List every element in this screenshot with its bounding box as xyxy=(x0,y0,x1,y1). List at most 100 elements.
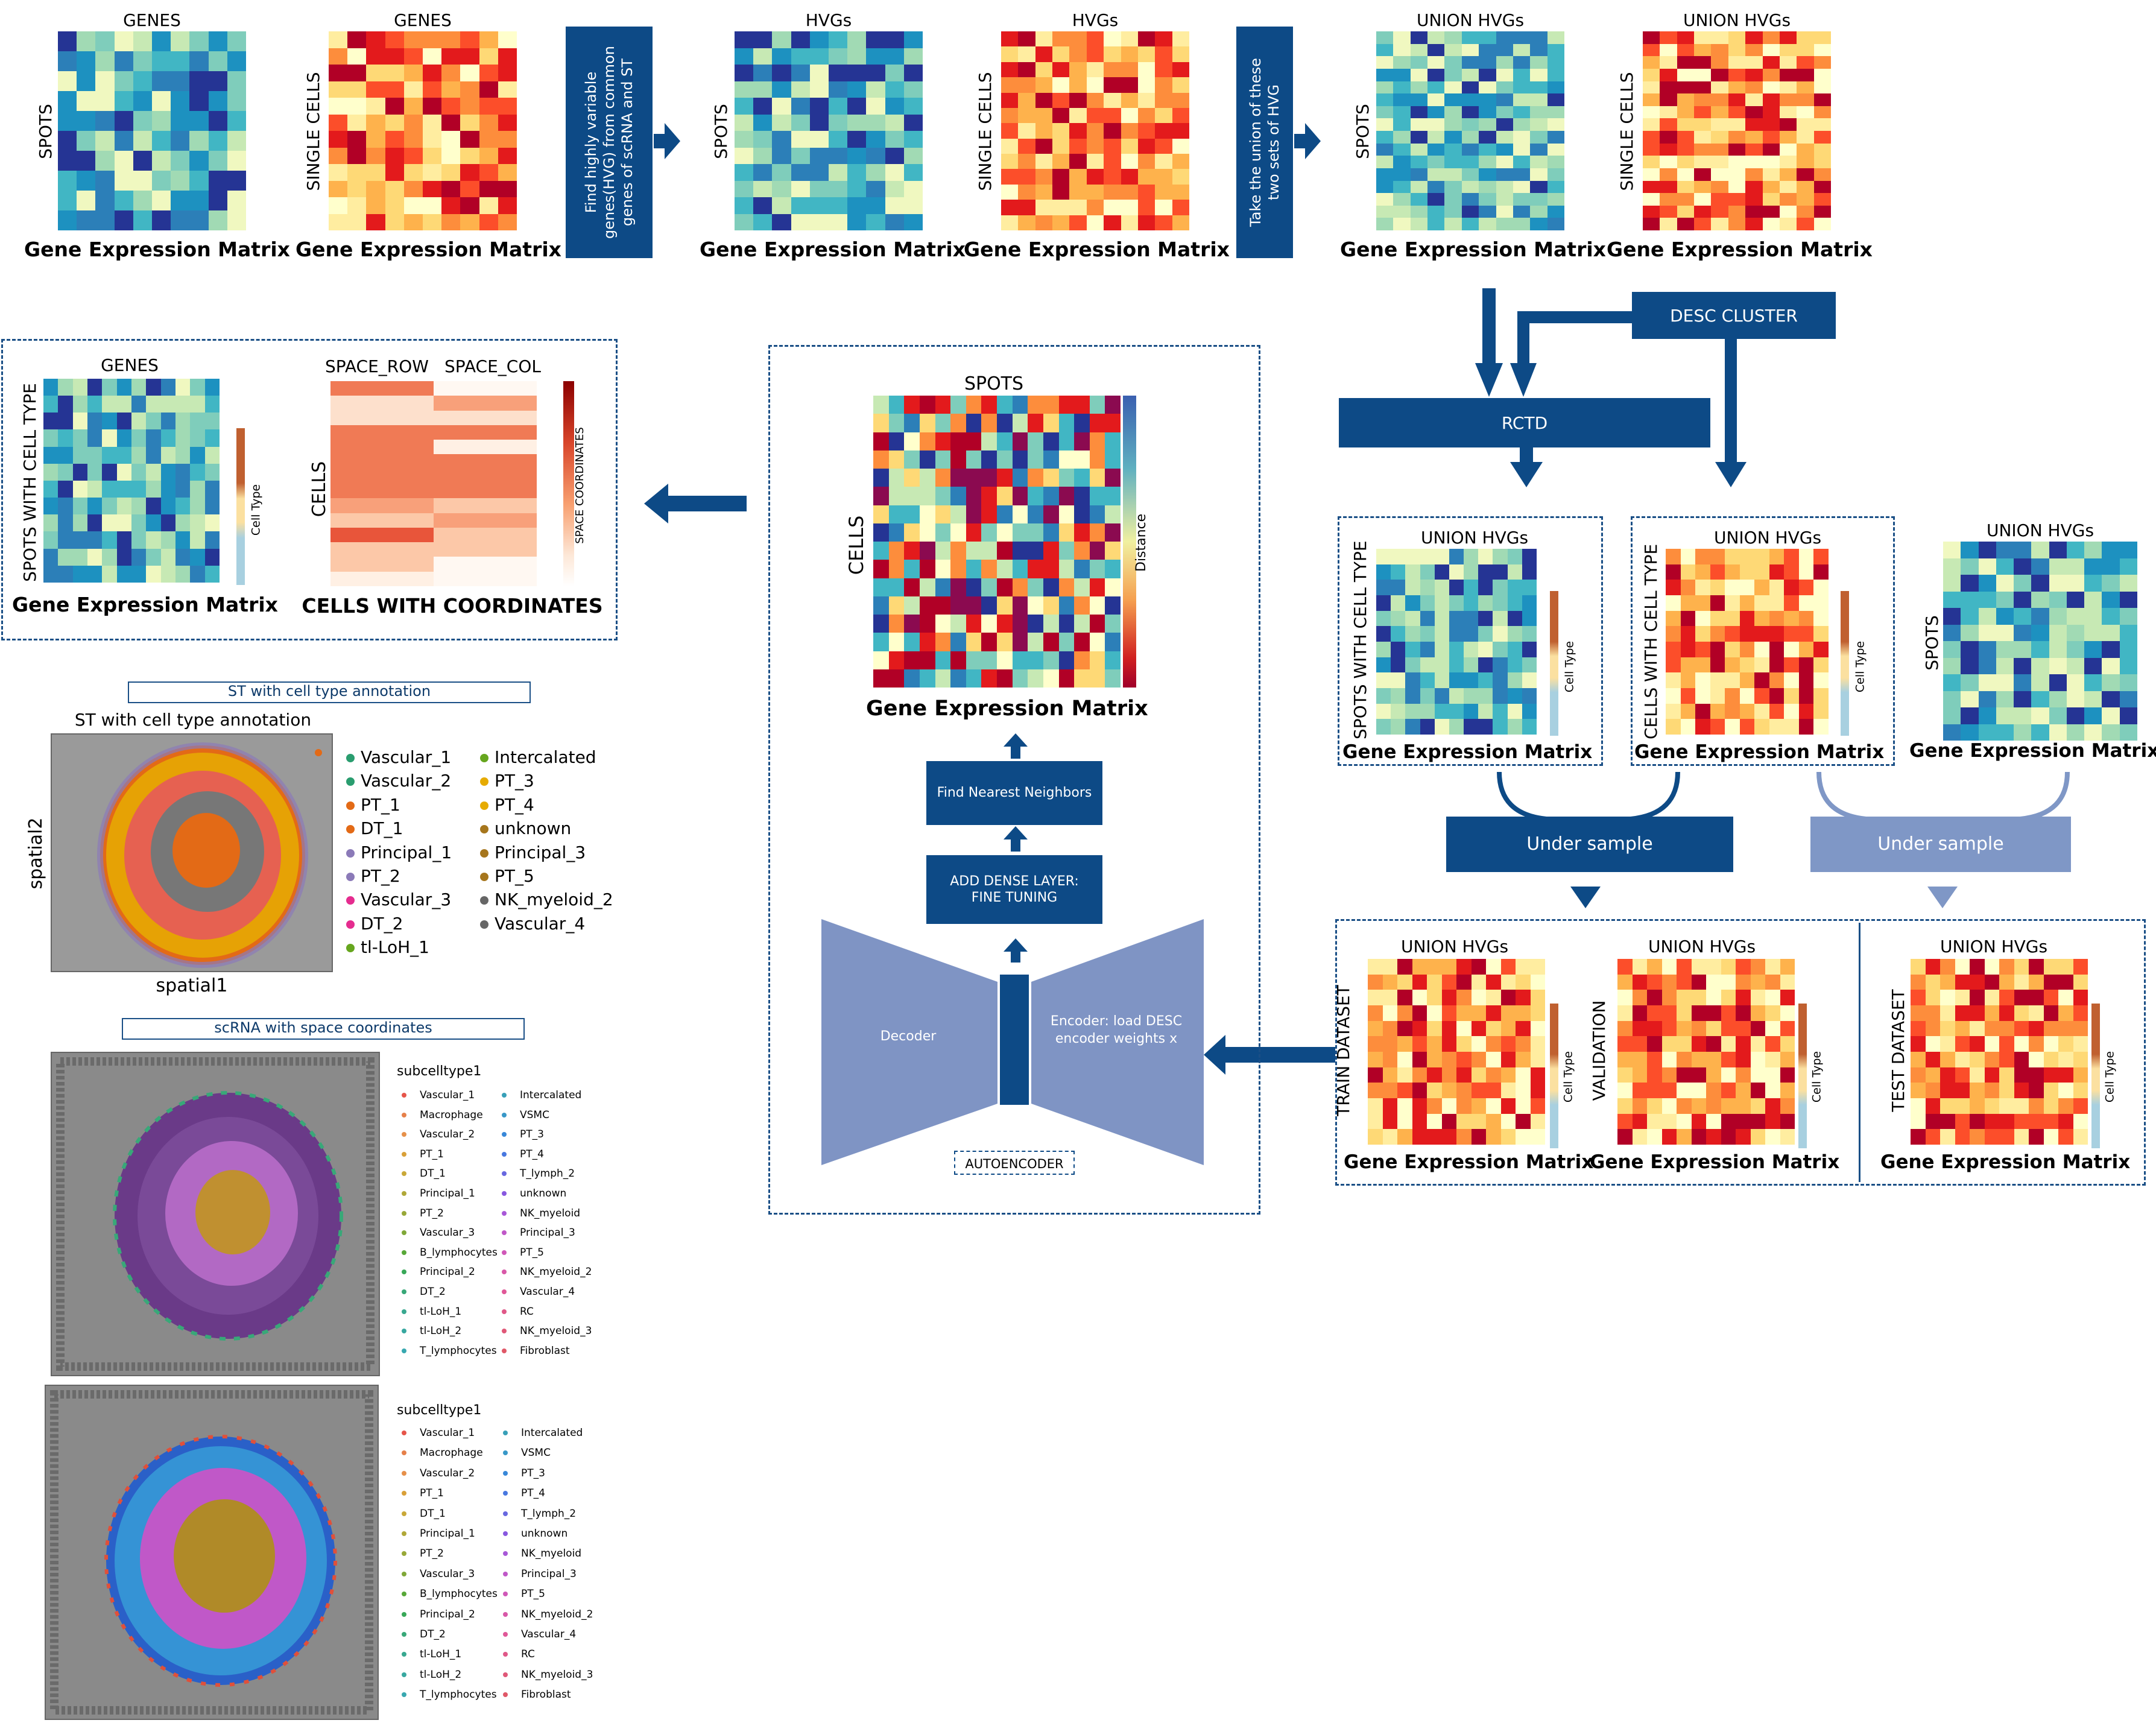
heatmap-cell xyxy=(1058,523,1075,542)
heatmap-cell xyxy=(1725,610,1740,627)
heatmap-cell xyxy=(1172,154,1189,169)
heatmap-cell xyxy=(1762,131,1780,144)
heatmap-cell xyxy=(1745,106,1763,119)
heatmap-cell xyxy=(1769,564,1785,580)
heatmap-cell xyxy=(1464,672,1479,688)
heatmap-cell xyxy=(1911,1083,1926,1098)
heatmap-cell xyxy=(1069,62,1087,78)
heatmap-cell xyxy=(1043,578,1059,596)
heatmap-cell xyxy=(1745,168,1763,181)
heatmap-cell xyxy=(1762,205,1780,218)
heatmap-cell xyxy=(58,210,77,230)
heatmap-cell xyxy=(1813,43,1831,57)
heatmap-cell xyxy=(1376,218,1394,230)
heatmap-cell xyxy=(2029,990,2044,1005)
heatmap-cell xyxy=(152,51,171,71)
legend-marker xyxy=(402,1191,406,1196)
heatmap-cell xyxy=(772,31,791,48)
heatmap-cell xyxy=(1661,1067,1677,1083)
heatmap-cell xyxy=(1762,93,1780,106)
legend-label: Vascular_3 xyxy=(420,1567,475,1580)
heatmap-cell xyxy=(966,505,982,523)
heatmap-cell xyxy=(87,463,103,481)
datasets-box xyxy=(1335,919,2146,1186)
heatmap-cell xyxy=(1089,633,1105,651)
legend-label: DT_1 xyxy=(361,818,403,839)
heatmap-cell xyxy=(809,213,829,230)
heatmap-cell xyxy=(2073,990,2088,1005)
heatmap-cell xyxy=(1456,1036,1472,1052)
heatmap-cell xyxy=(1086,169,1104,185)
heatmap-cell xyxy=(1710,580,1725,595)
out-caption2: CELLS WITH COORDINATES xyxy=(302,594,603,618)
heatmap-cell xyxy=(1943,674,1961,691)
heatmap-cell xyxy=(1617,1113,1633,1130)
heatmap-cell xyxy=(2058,1036,2073,1052)
heatmap-cell xyxy=(385,147,404,164)
heatmap-cell xyxy=(1434,595,1449,611)
heatmap-cell xyxy=(1461,193,1479,206)
legend-marker xyxy=(502,1348,507,1353)
heatmap-spots-genes xyxy=(58,31,246,230)
heatmap-cell xyxy=(1089,487,1105,505)
heatmap-cell xyxy=(873,432,889,451)
heatmap-cell xyxy=(2084,657,2102,674)
heatmap-cell xyxy=(366,147,385,164)
heatmap-cell xyxy=(903,180,923,197)
heatmap-cell xyxy=(1547,143,1564,156)
heatmap-cell xyxy=(1711,180,1728,194)
heatmap-cell xyxy=(1647,1036,1662,1052)
legend-marker xyxy=(346,825,355,834)
heatmap-cell xyxy=(1172,200,1189,215)
heatmap-cell xyxy=(1996,624,2014,641)
heatmap-cell xyxy=(829,180,848,197)
heatmap-cell xyxy=(2066,707,2085,724)
heatmap-cell xyxy=(1943,641,1961,658)
heatmap-cell xyxy=(753,31,773,48)
heatmap-cell xyxy=(904,651,920,669)
heatmap-cell xyxy=(1745,143,1763,156)
heatmap-cell xyxy=(935,505,951,523)
heatmap-cell xyxy=(1666,564,1681,580)
desc-rctd-arrows xyxy=(1475,288,1747,487)
heatmap-cell xyxy=(919,469,935,487)
heatmap-cell xyxy=(1797,118,1814,131)
heatmap-cell xyxy=(1632,959,1647,975)
heatmap-cell xyxy=(1677,106,1695,119)
heatmap-cell xyxy=(1798,626,1814,642)
heatmap-cell xyxy=(1666,657,1681,673)
heatmap-cell xyxy=(1660,43,1677,57)
heatmap-cell xyxy=(1052,169,1070,185)
heatmap-cell xyxy=(1940,990,1955,1005)
heatmap-cell xyxy=(1925,1129,1940,1145)
legend-label: Macrophage xyxy=(420,1447,483,1459)
heatmap-cell xyxy=(735,180,754,197)
heatmap-cell xyxy=(1493,549,1508,564)
st-xlabel: spatial1 xyxy=(156,975,228,996)
heatmap-cell xyxy=(966,596,982,615)
legend-item: PT_1 xyxy=(346,796,400,814)
heatmap-cell xyxy=(498,98,517,115)
heatmap-cell xyxy=(1547,168,1564,181)
heatmap-cell xyxy=(1725,549,1740,564)
legend-label: NK_myeloid_3 xyxy=(520,1325,592,1338)
heatmap-cell xyxy=(347,213,367,230)
heatmap-cell xyxy=(919,651,935,669)
heatmap-cell xyxy=(43,429,58,447)
heatmap-cell xyxy=(1427,1113,1442,1130)
heatmap-cell xyxy=(146,531,161,549)
heatmap-cell xyxy=(1412,1129,1427,1145)
heatmap-cell xyxy=(171,111,190,131)
heatmap-cell xyxy=(1984,1083,1999,1098)
legend-marker xyxy=(402,1470,406,1476)
heatmap-cell xyxy=(1694,193,1712,206)
heatmap-cell xyxy=(1677,156,1695,168)
heatmap-cell xyxy=(1813,595,1829,611)
heatmap-cell xyxy=(1172,184,1189,200)
legend-item: NK_myeloid_2 xyxy=(502,1267,592,1277)
heatmap-cell xyxy=(1643,156,1660,168)
legend-marker xyxy=(402,1511,406,1516)
sc-spatial-plot-2 xyxy=(45,1385,379,1720)
heatmap-cell xyxy=(1420,580,1435,595)
heatmap-cell xyxy=(385,65,404,81)
